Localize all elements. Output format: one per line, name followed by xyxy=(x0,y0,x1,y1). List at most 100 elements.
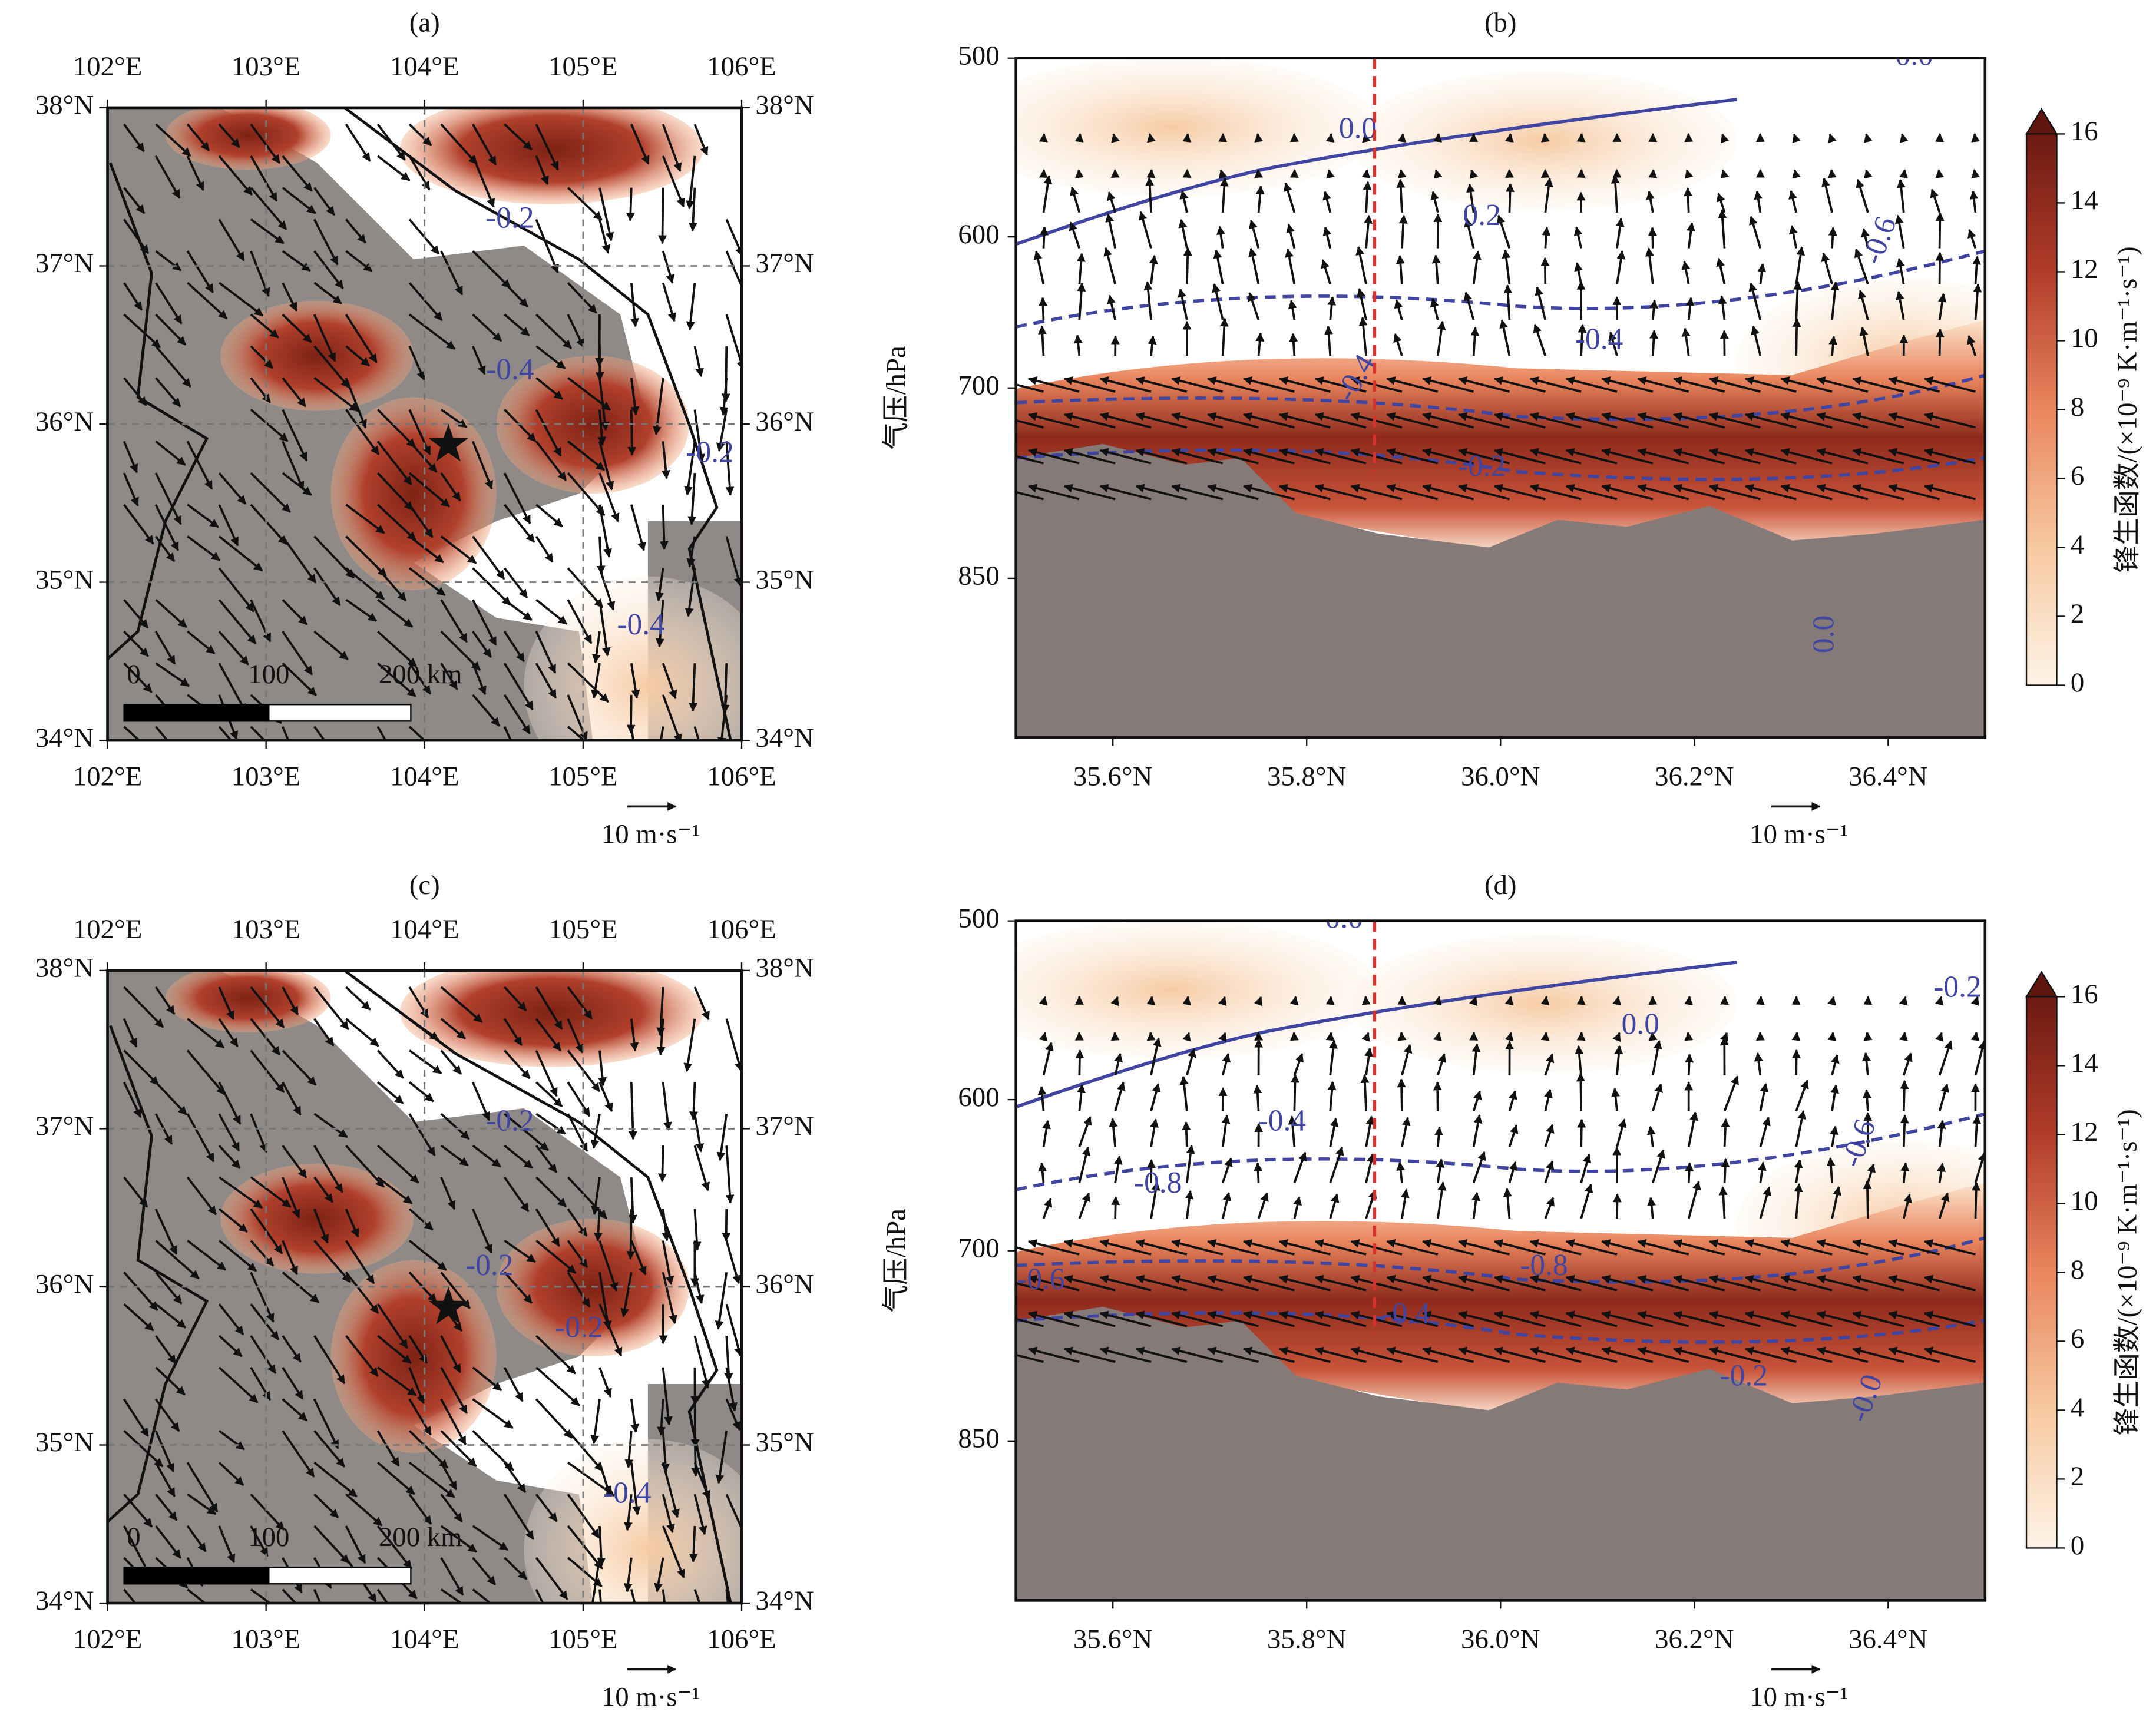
wind-vector xyxy=(1791,1031,1801,1041)
wind-vector xyxy=(1685,1054,1694,1075)
wind-vector xyxy=(282,441,305,491)
wind-vector xyxy=(313,1209,329,1244)
wind-vector xyxy=(693,1272,705,1305)
wind-vector xyxy=(1974,1152,1985,1183)
wind-vector xyxy=(1178,288,1188,320)
colorbar-tick-label: 16 xyxy=(2071,979,2098,1009)
wind-vector xyxy=(1637,1310,1689,1327)
wind-vector xyxy=(440,472,461,502)
wind-vector xyxy=(1723,1075,1739,1112)
wind-vector xyxy=(313,1461,358,1498)
wind-vector xyxy=(725,1398,741,1431)
wind-vector xyxy=(715,1272,728,1330)
wind-vector xyxy=(504,313,530,336)
wind-vector xyxy=(504,1240,536,1263)
wind-vector xyxy=(1864,169,1873,179)
wind-vector xyxy=(313,630,349,661)
wind-vector xyxy=(218,1429,245,1451)
wind-vector xyxy=(1027,376,1080,393)
wind-vector xyxy=(1329,1146,1344,1183)
wind-vector xyxy=(250,504,287,545)
wind-vector xyxy=(1672,1274,1725,1292)
wind-vector xyxy=(186,250,214,293)
wind-vector xyxy=(376,472,414,511)
wind-vector xyxy=(683,1018,696,1072)
y-tick-label-right: 38°N xyxy=(755,90,814,121)
wind-vector xyxy=(535,1494,558,1522)
wind-vector xyxy=(693,1113,705,1153)
wind-vector xyxy=(1325,133,1335,143)
wind-vector xyxy=(1637,1274,1689,1292)
wind-vector xyxy=(1063,1274,1116,1292)
wind-vector xyxy=(1070,186,1081,213)
wind-vector xyxy=(1601,1239,1654,1256)
panel-label: (a) xyxy=(409,7,440,38)
wind-vector xyxy=(567,662,609,703)
wind-vector xyxy=(1508,1090,1517,1112)
wind-vector xyxy=(1788,190,1798,213)
wind-vector xyxy=(250,187,287,230)
wind-vector xyxy=(1544,1088,1553,1112)
wind-vector xyxy=(218,567,254,612)
contour xyxy=(1016,448,1985,481)
wind-vector xyxy=(408,1461,455,1498)
wind-vector xyxy=(1171,484,1224,501)
wind-vector xyxy=(1182,1121,1191,1147)
wind-vector xyxy=(1744,1310,1797,1327)
wind-vector xyxy=(1314,1239,1367,1256)
wind-vector xyxy=(1248,247,1260,284)
wind-vector xyxy=(1386,1274,1439,1292)
wind-vector xyxy=(377,598,414,628)
wind-vector xyxy=(662,124,682,173)
wind-vector xyxy=(282,1144,307,1178)
wind-vector xyxy=(376,662,416,697)
wind-vector xyxy=(1529,376,1582,393)
contour-label: -0.4 xyxy=(617,608,664,641)
wind-vector xyxy=(377,155,411,181)
wind-vector xyxy=(1398,214,1408,249)
wind-vector xyxy=(1780,1310,1833,1327)
wind-vector xyxy=(1242,484,1295,501)
wind-vector xyxy=(345,504,385,534)
wind-vector xyxy=(1717,193,1726,213)
wind-vector xyxy=(1255,185,1265,213)
wind-vector xyxy=(186,1113,215,1163)
star-marker xyxy=(428,423,468,462)
wind-vector xyxy=(1322,226,1332,249)
wind-vector xyxy=(1852,412,1904,429)
wind-vector xyxy=(722,1209,731,1242)
wind-vector xyxy=(313,1176,333,1203)
vector-key-label: 10 m·s⁻¹ xyxy=(1750,819,1848,850)
wind-vector xyxy=(503,1176,530,1213)
wind-vector xyxy=(1037,1086,1047,1111)
wind-vector xyxy=(472,694,501,727)
wind-vector xyxy=(1038,1162,1047,1183)
wind-vector xyxy=(1672,484,1725,501)
wind-vector xyxy=(1182,1032,1191,1042)
wind-vector xyxy=(1185,1190,1194,1219)
wind-vector xyxy=(1242,1239,1295,1256)
wind-vector xyxy=(282,472,312,496)
wind-vector xyxy=(1182,168,1192,178)
wind-vector xyxy=(1436,1181,1447,1219)
wind-vector xyxy=(715,1431,728,1484)
wind-vector xyxy=(1216,226,1225,249)
wind-vector xyxy=(218,218,245,261)
wind-vector xyxy=(1611,1088,1620,1111)
wind-vector xyxy=(154,1462,176,1497)
scale-bar-label: 100 xyxy=(248,659,289,690)
wind-vector xyxy=(250,1525,269,1557)
wind-vector xyxy=(1171,1274,1224,1292)
wind-vector xyxy=(1361,995,1371,1005)
wind-vector xyxy=(1357,288,1367,320)
wind-vector xyxy=(1780,1239,1833,1256)
wind-vector xyxy=(1757,1161,1767,1183)
wind-vector xyxy=(691,1431,700,1477)
wind-vector xyxy=(1027,448,1080,465)
wind-vector xyxy=(282,250,311,272)
wind-vector xyxy=(1751,325,1762,356)
wind-vector xyxy=(1314,376,1367,393)
wind-vector xyxy=(250,1335,277,1375)
wind-vector xyxy=(123,1272,158,1311)
wind-vector xyxy=(1242,448,1295,465)
